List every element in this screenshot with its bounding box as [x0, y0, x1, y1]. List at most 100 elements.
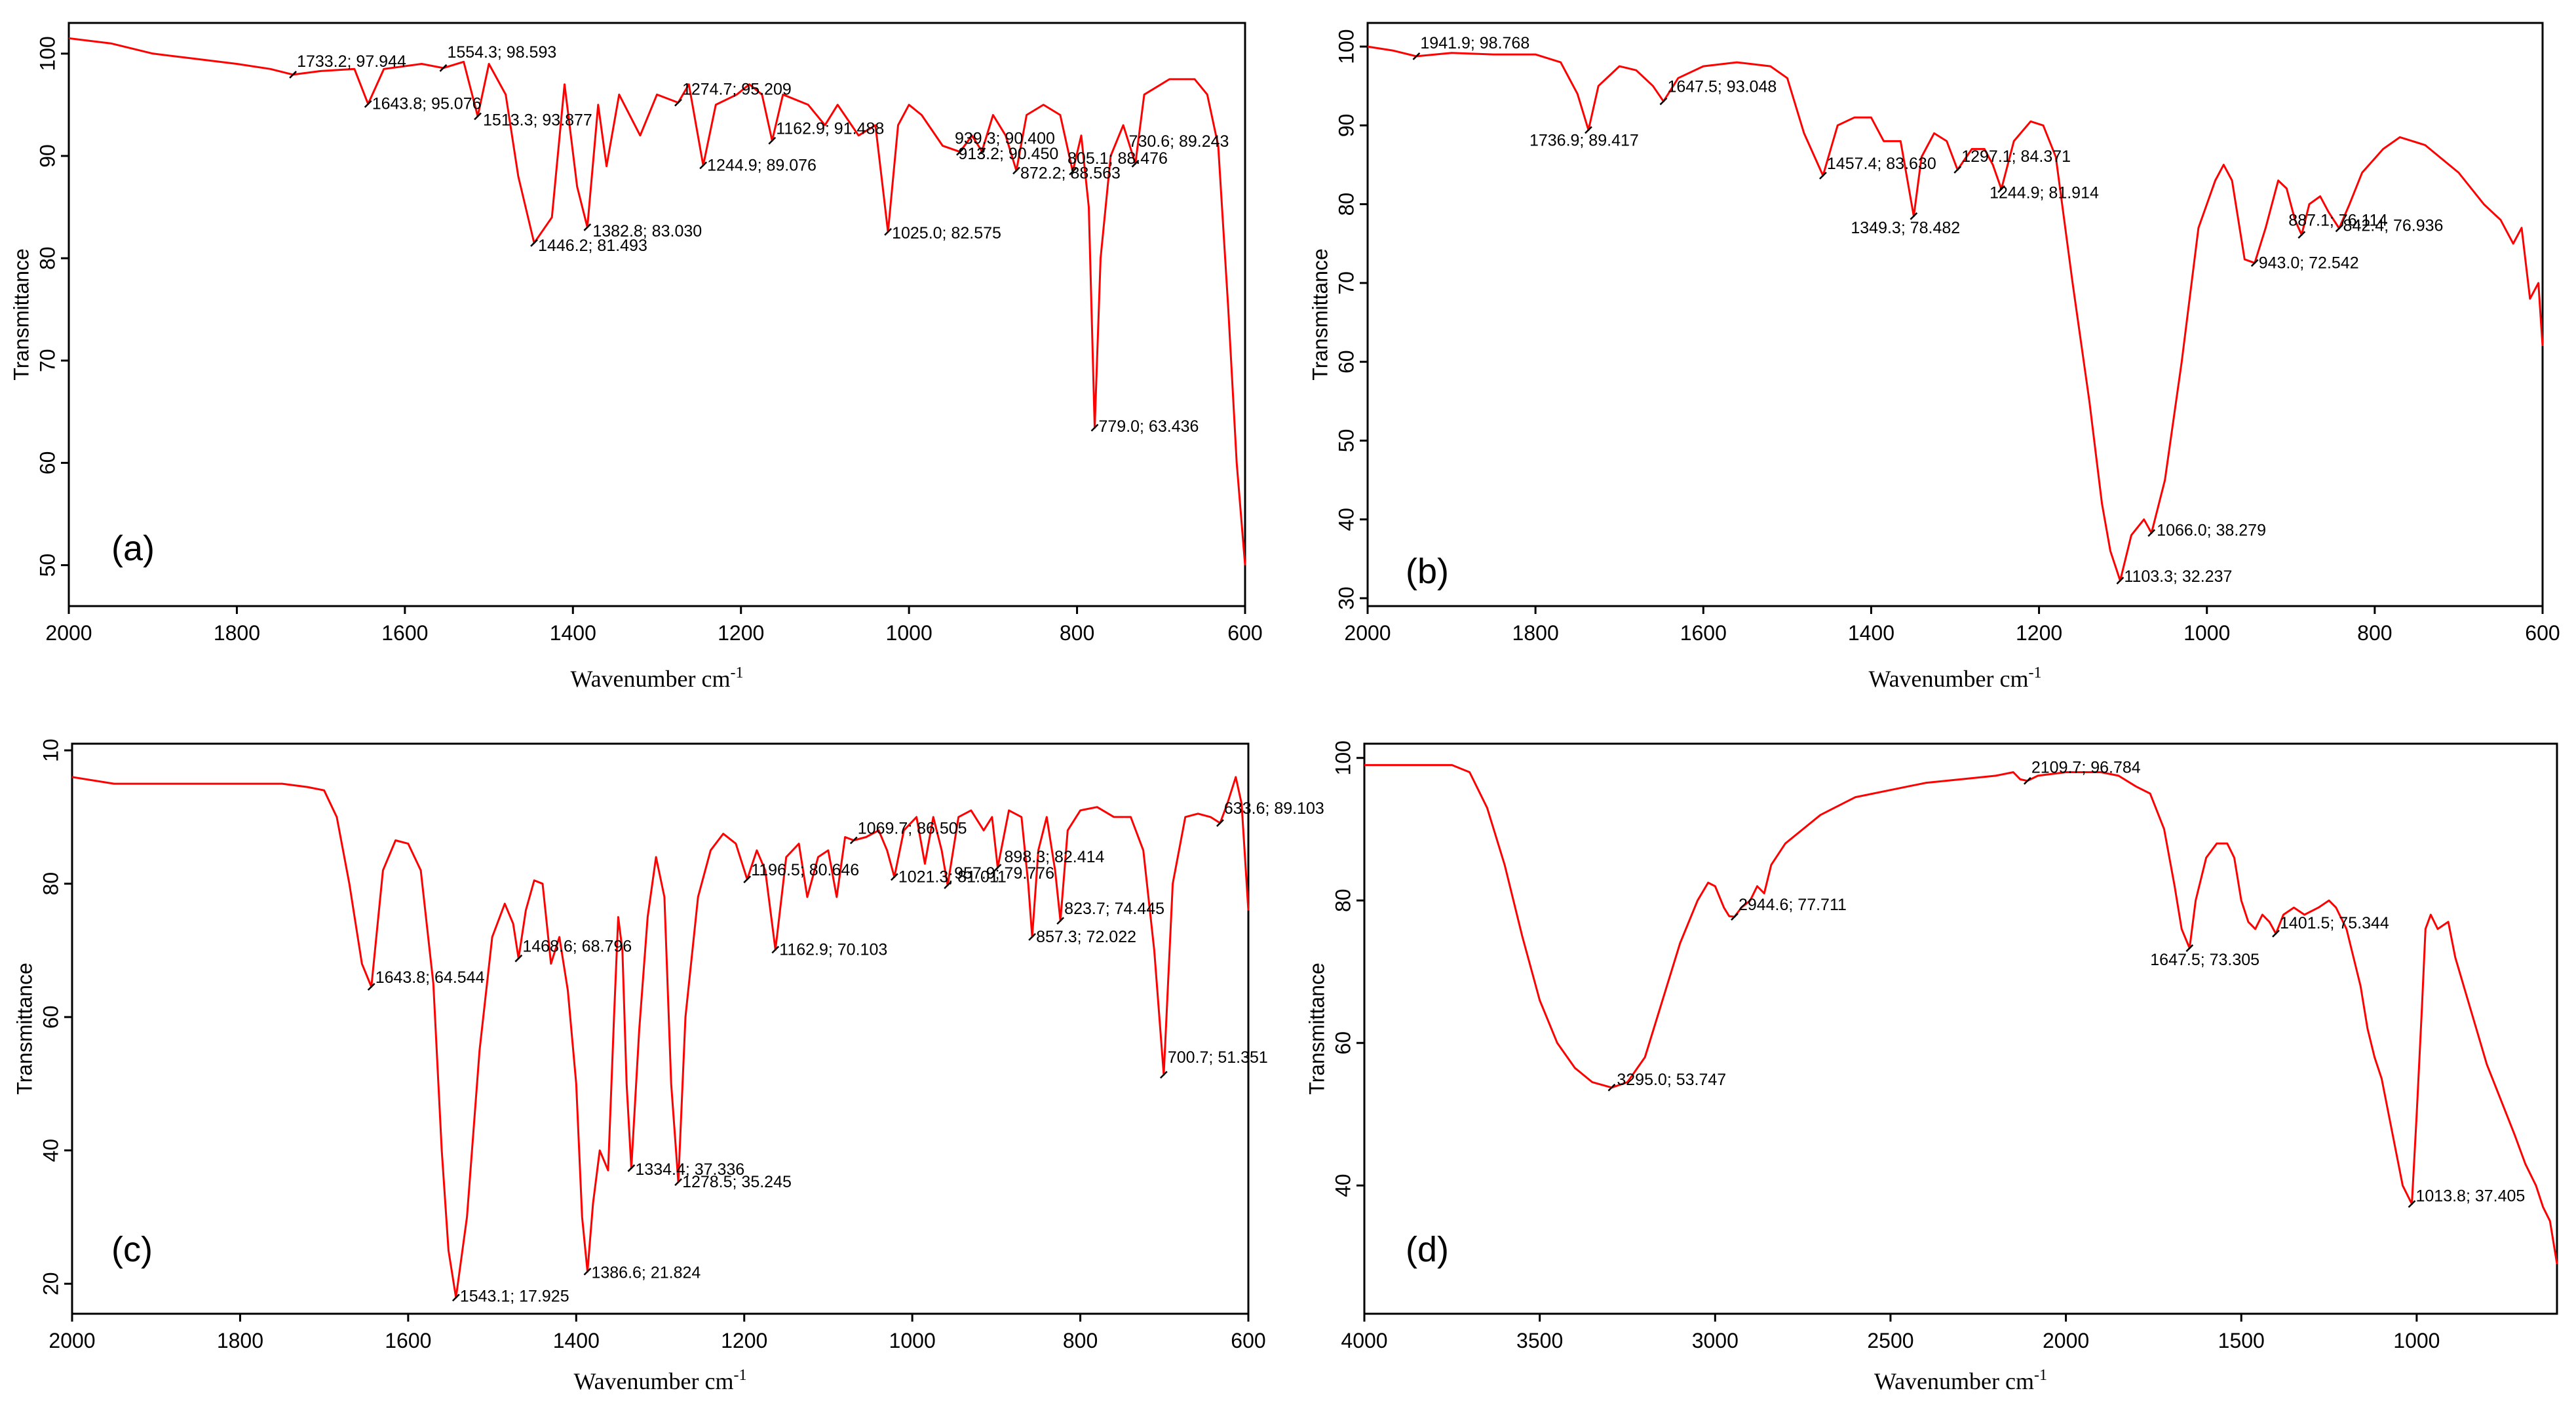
x-tick-label: 1400: [550, 621, 596, 645]
x-tick-label: 2000: [45, 621, 92, 645]
peak-marker: [2185, 944, 2194, 952]
y-tick-label: 100: [1331, 740, 1355, 775]
y-tick-label: 50: [35, 554, 59, 577]
panel-label: (c): [111, 1230, 153, 1269]
x-tick-label: 1000: [886, 621, 932, 645]
peak-marker: [1910, 212, 1918, 220]
x-tick-label: 1000: [889, 1329, 936, 1352]
peak-marker: [1412, 52, 1421, 60]
chart-panel-3: 2000 1800 1600 1400 1200 1000 800 600 10 80 60 40 20…: [12, 738, 1324, 1394]
peak-label: 1643.8; 95.076: [372, 95, 482, 113]
peak-label: 1446.2; 81.493: [538, 237, 647, 255]
peak-label: 3295.0; 53.747: [1617, 1071, 1726, 1089]
peak-marker: [1131, 159, 1140, 168]
peak-label: 1643.8; 64.544: [375, 968, 485, 987]
spectrum-line: [68, 37, 1246, 565]
peak-label: 1647.5; 73.305: [2150, 951, 2259, 969]
peak-marker: [674, 98, 682, 107]
x-tick-label: 2000: [2043, 1329, 2089, 1352]
x-tick-label: 2000: [1344, 621, 1391, 645]
peak-marker: [771, 946, 780, 954]
peak-label: 957.9; 79.776: [954, 864, 1054, 883]
y-tick-label: 80: [35, 246, 59, 270]
x-tick-label: 1800: [1512, 621, 1559, 645]
plot-frame: [1366, 22, 2544, 607]
y-tick-label: 90: [1334, 114, 1358, 138]
x-tick-label: 1200: [718, 621, 764, 645]
x-tick-label: 1600: [1680, 621, 1727, 645]
peak-label: 1025.0; 82.575: [892, 224, 1001, 242]
peak-marker: [627, 1164, 636, 1172]
peak-label: 939.3; 90.400: [955, 130, 1055, 148]
x-tick-label: 4000: [1341, 1329, 1387, 1352]
x-axis-label: Wavenumber cm-1: [570, 664, 743, 692]
peak-marker: [514, 954, 523, 963]
peak-label: 1382.8; 83.030: [592, 222, 702, 240]
peak-marker: [944, 881, 952, 889]
peak-marker: [1659, 97, 1668, 105]
y-axis-label: Transmittance: [12, 963, 36, 1095]
x-tick-label: 1000: [2393, 1329, 2440, 1352]
x-tick-label: 1800: [217, 1329, 263, 1352]
peak-label: 943.0; 72.542: [2259, 254, 2359, 272]
peak-label: 1196.5; 80.646: [751, 861, 859, 879]
peak-marker: [2408, 1200, 2416, 1208]
y-axis-label: Transmittance: [1305, 963, 1328, 1095]
peak-marker: [1819, 172, 1827, 180]
peak-marker: [978, 147, 986, 155]
peak-label: 1162.9; 70.103: [779, 940, 887, 959]
peak-label: 1013.8; 37.405: [2415, 1187, 2525, 1205]
peak-marker: [2250, 259, 2259, 267]
peak-label: 1066.0; 38.279: [2157, 521, 2266, 539]
x-axis-label-text: Wavenumber cm: [1874, 1368, 2034, 1394]
peak-label: 1647.5; 93.048: [1667, 78, 1777, 96]
peak-label: 2944.6; 77.711: [1739, 896, 1847, 914]
peak-label: 887.1; 76.114: [2288, 211, 2387, 229]
panel-label: (d): [1406, 1230, 1449, 1269]
peak-marker: [1012, 166, 1020, 175]
peak-label: 1468.6; 68.796: [522, 938, 632, 956]
x-axis-label-text: Wavenumber cm: [1868, 666, 2028, 692]
peak-marker: [884, 228, 892, 236]
x-tick-label: 3500: [1516, 1329, 1563, 1352]
x-axis-label-text: Wavenumber cm: [573, 1368, 733, 1394]
spectrum-line: [1364, 764, 2558, 1265]
panel-label: (a): [111, 529, 155, 568]
peak-marker: [439, 64, 448, 72]
peak-label: 1457.4; 83.630: [1827, 155, 1936, 173]
peak-marker: [2023, 776, 2031, 785]
y-tick-label: 70: [1334, 271, 1358, 295]
x-tick-label: 1600: [381, 621, 428, 645]
plot-frame: [71, 742, 1250, 1315]
peak-label: 2109.7; 96.784: [2031, 759, 2141, 777]
peak-marker: [1585, 126, 1592, 134]
peak-label: 805.1; 88.476: [1067, 149, 1168, 168]
peak-marker: [956, 147, 964, 156]
x-tick-label: 1600: [385, 1329, 431, 1352]
peak-marker: [1216, 819, 1224, 827]
peak-label: 1554.3; 98.593: [447, 43, 556, 62]
chart-panel-2: 2000 1800 1600 1400 1200 1000 800 600 100 90 80 70 6…: [1308, 22, 2560, 692]
peak-label: 1386.6; 21.824: [591, 1264, 701, 1282]
x-axis-label-text: Wavenumber cm: [570, 666, 730, 692]
y-tick-label: 40: [1334, 508, 1358, 531]
peak-marker: [1028, 932, 1036, 941]
peak-marker: [2297, 231, 2306, 239]
y-tick-label: 20: [39, 1272, 62, 1295]
spectrum-line: [71, 776, 1250, 1299]
peak-label: 1736.9; 89.417: [1529, 131, 1639, 149]
plot-frame: [1363, 742, 2558, 1315]
peak-marker: [583, 1267, 592, 1276]
x-tick-label: 600: [1227, 621, 1262, 645]
peak-marker: [1731, 913, 1739, 921]
peak-marker: [1997, 185, 2005, 193]
x-tick-label: 1000: [2183, 621, 2230, 645]
peak-label: 1334.4; 37.336: [635, 1160, 744, 1179]
peak-label: 730.6; 89.243: [1129, 132, 1229, 151]
peak-label: 1244.9; 81.914: [1990, 184, 2099, 202]
y-tick-label: 100: [35, 36, 59, 71]
peak-label: 1733.2; 97.944: [297, 52, 406, 71]
peak-label: 857.3; 72.022: [1036, 928, 1136, 946]
y-tick-label: 10: [39, 738, 62, 762]
peak-marker: [1090, 423, 1099, 432]
